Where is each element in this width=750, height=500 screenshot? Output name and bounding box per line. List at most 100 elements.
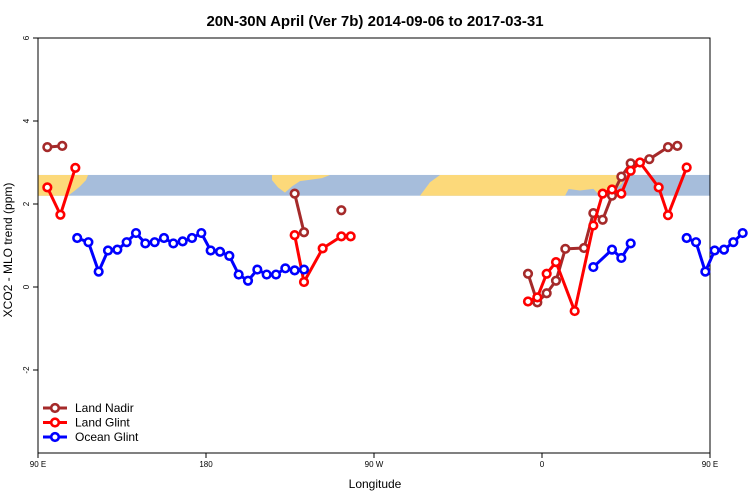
data-point-ocean-glint <box>186 232 198 244</box>
data-point-land-nadir <box>522 268 534 279</box>
series-land-glint <box>42 157 692 317</box>
legend-marker <box>49 431 61 443</box>
y-tick-label: 4 <box>22 118 31 123</box>
data-point-ocean-glint <box>233 269 244 280</box>
data-point-ocean-glint <box>121 237 132 248</box>
data-point-land-glint <box>550 257 562 268</box>
y-tick-label: -2 <box>22 366 31 374</box>
legend-marker <box>49 417 61 428</box>
data-point-ocean-glint <box>681 232 692 244</box>
data-point-land-nadir <box>550 275 562 286</box>
data-point-ocean-glint <box>700 266 711 277</box>
data-point-land-nadir <box>662 142 674 153</box>
data-point-ocean-glint <box>93 266 104 277</box>
data-point-ocean-glint <box>83 237 94 248</box>
data-point-ocean-glint <box>196 227 207 239</box>
legend-item-land-glint: Land Glint <box>43 416 130 430</box>
data-point-land-glint <box>522 296 534 307</box>
data-point-ocean-glint <box>112 244 123 255</box>
data-point-land-nadir <box>289 188 300 199</box>
land-mass <box>272 174 330 193</box>
series-layer <box>42 140 748 317</box>
x-tick-label: 90 W <box>365 460 384 469</box>
data-point-ocean-glint <box>280 263 291 274</box>
data-point-ocean-glint <box>158 232 170 244</box>
data-point-land-glint <box>289 230 300 241</box>
data-point-ocean-glint <box>690 237 702 248</box>
data-point-land-nadir <box>42 142 53 153</box>
data-point-ocean-glint <box>289 265 300 276</box>
data-point-ocean-glint <box>588 261 599 273</box>
data-point-land-glint <box>653 182 664 193</box>
data-point-land-glint <box>681 162 692 173</box>
data-point-land-nadir <box>597 214 608 225</box>
data-point-ocean-glint <box>140 238 151 249</box>
data-point-ocean-glint <box>130 227 142 239</box>
data-point-land-glint <box>616 188 627 199</box>
data-point-land-glint <box>662 210 674 221</box>
legend-label: Land Nadir <box>75 401 134 415</box>
x-tick-label: 0 <box>540 460 545 469</box>
data-point-land-nadir <box>298 227 310 238</box>
map-strip <box>38 174 710 196</box>
y-tick-label: 6 <box>22 35 31 40</box>
y-axis: -2 0 2 4 6 <box>22 35 38 374</box>
data-point-ocean-glint <box>298 264 310 275</box>
data-point-ocean-glint <box>168 238 179 249</box>
data-point-ocean-glint <box>242 275 254 286</box>
data-point-ocean-glint <box>205 245 216 256</box>
data-point-land-nadir <box>616 171 627 182</box>
data-point-ocean-glint <box>718 244 730 255</box>
data-point-land-glint <box>298 276 310 288</box>
y-tick-label: 2 <box>22 201 31 206</box>
data-point-land-glint <box>588 220 599 231</box>
legend-item-ocean-glint: Ocean Glint <box>43 430 139 444</box>
legend-item-land-nadir: Land Nadir <box>43 401 134 415</box>
data-point-ocean-glint <box>606 244 618 255</box>
data-point-land-glint <box>345 231 356 242</box>
data-point-land-nadir <box>336 205 347 216</box>
series-line-land-glint <box>293 234 351 284</box>
legend-label: Ocean Glint <box>75 430 139 444</box>
data-point-land-glint <box>541 268 552 279</box>
data-point-land-glint <box>569 305 580 317</box>
x-axis-label: Longitude <box>349 477 402 491</box>
data-point-land-nadir <box>560 243 571 254</box>
x-tick-label: 180 <box>199 460 213 469</box>
data-point-ocean-glint <box>224 250 235 261</box>
data-point-ocean-glint <box>72 232 83 244</box>
data-point-ocean-glint <box>261 269 272 280</box>
series-ocean-glint <box>72 227 748 286</box>
data-point-land-nadir <box>57 140 68 151</box>
data-point-land-glint <box>42 182 53 193</box>
y-axis-label: XCO2 - MLO trend (ppm) <box>1 183 15 318</box>
y-tick-label: 0 <box>22 284 31 289</box>
data-point-land-nadir <box>672 140 683 151</box>
data-point-ocean-glint <box>728 237 739 248</box>
data-point-land-glint <box>336 231 347 242</box>
series-land-nadir <box>42 140 683 308</box>
chart-title: 20N-30N April (Ver 7b) 2014-09-06 to 201… <box>206 13 543 30</box>
series-line-ocean-glint <box>592 242 632 269</box>
legend-label: Land Glint <box>75 416 130 430</box>
data-point-ocean-glint <box>214 246 226 257</box>
data-point-ocean-glint <box>270 269 282 280</box>
data-point-ocean-glint <box>709 245 720 256</box>
legend-marker <box>49 402 61 414</box>
data-point-land-glint <box>70 162 81 173</box>
series-line-land-nadir <box>293 193 306 233</box>
land-mass <box>520 174 610 191</box>
data-point-ocean-glint <box>625 238 636 249</box>
x-axis: 90 E 180 90 W 0 90 E <box>30 453 718 469</box>
data-point-land-glint <box>532 292 543 303</box>
data-point-land-glint <box>634 157 646 168</box>
data-point-land-nadir <box>541 288 552 299</box>
data-point-ocean-glint <box>149 237 160 248</box>
data-point-land-glint <box>597 188 608 199</box>
data-point-ocean-glint <box>252 264 263 275</box>
data-point-land-glint <box>625 165 636 176</box>
data-point-land-nadir <box>644 154 655 165</box>
data-point-ocean-glint <box>616 252 627 264</box>
